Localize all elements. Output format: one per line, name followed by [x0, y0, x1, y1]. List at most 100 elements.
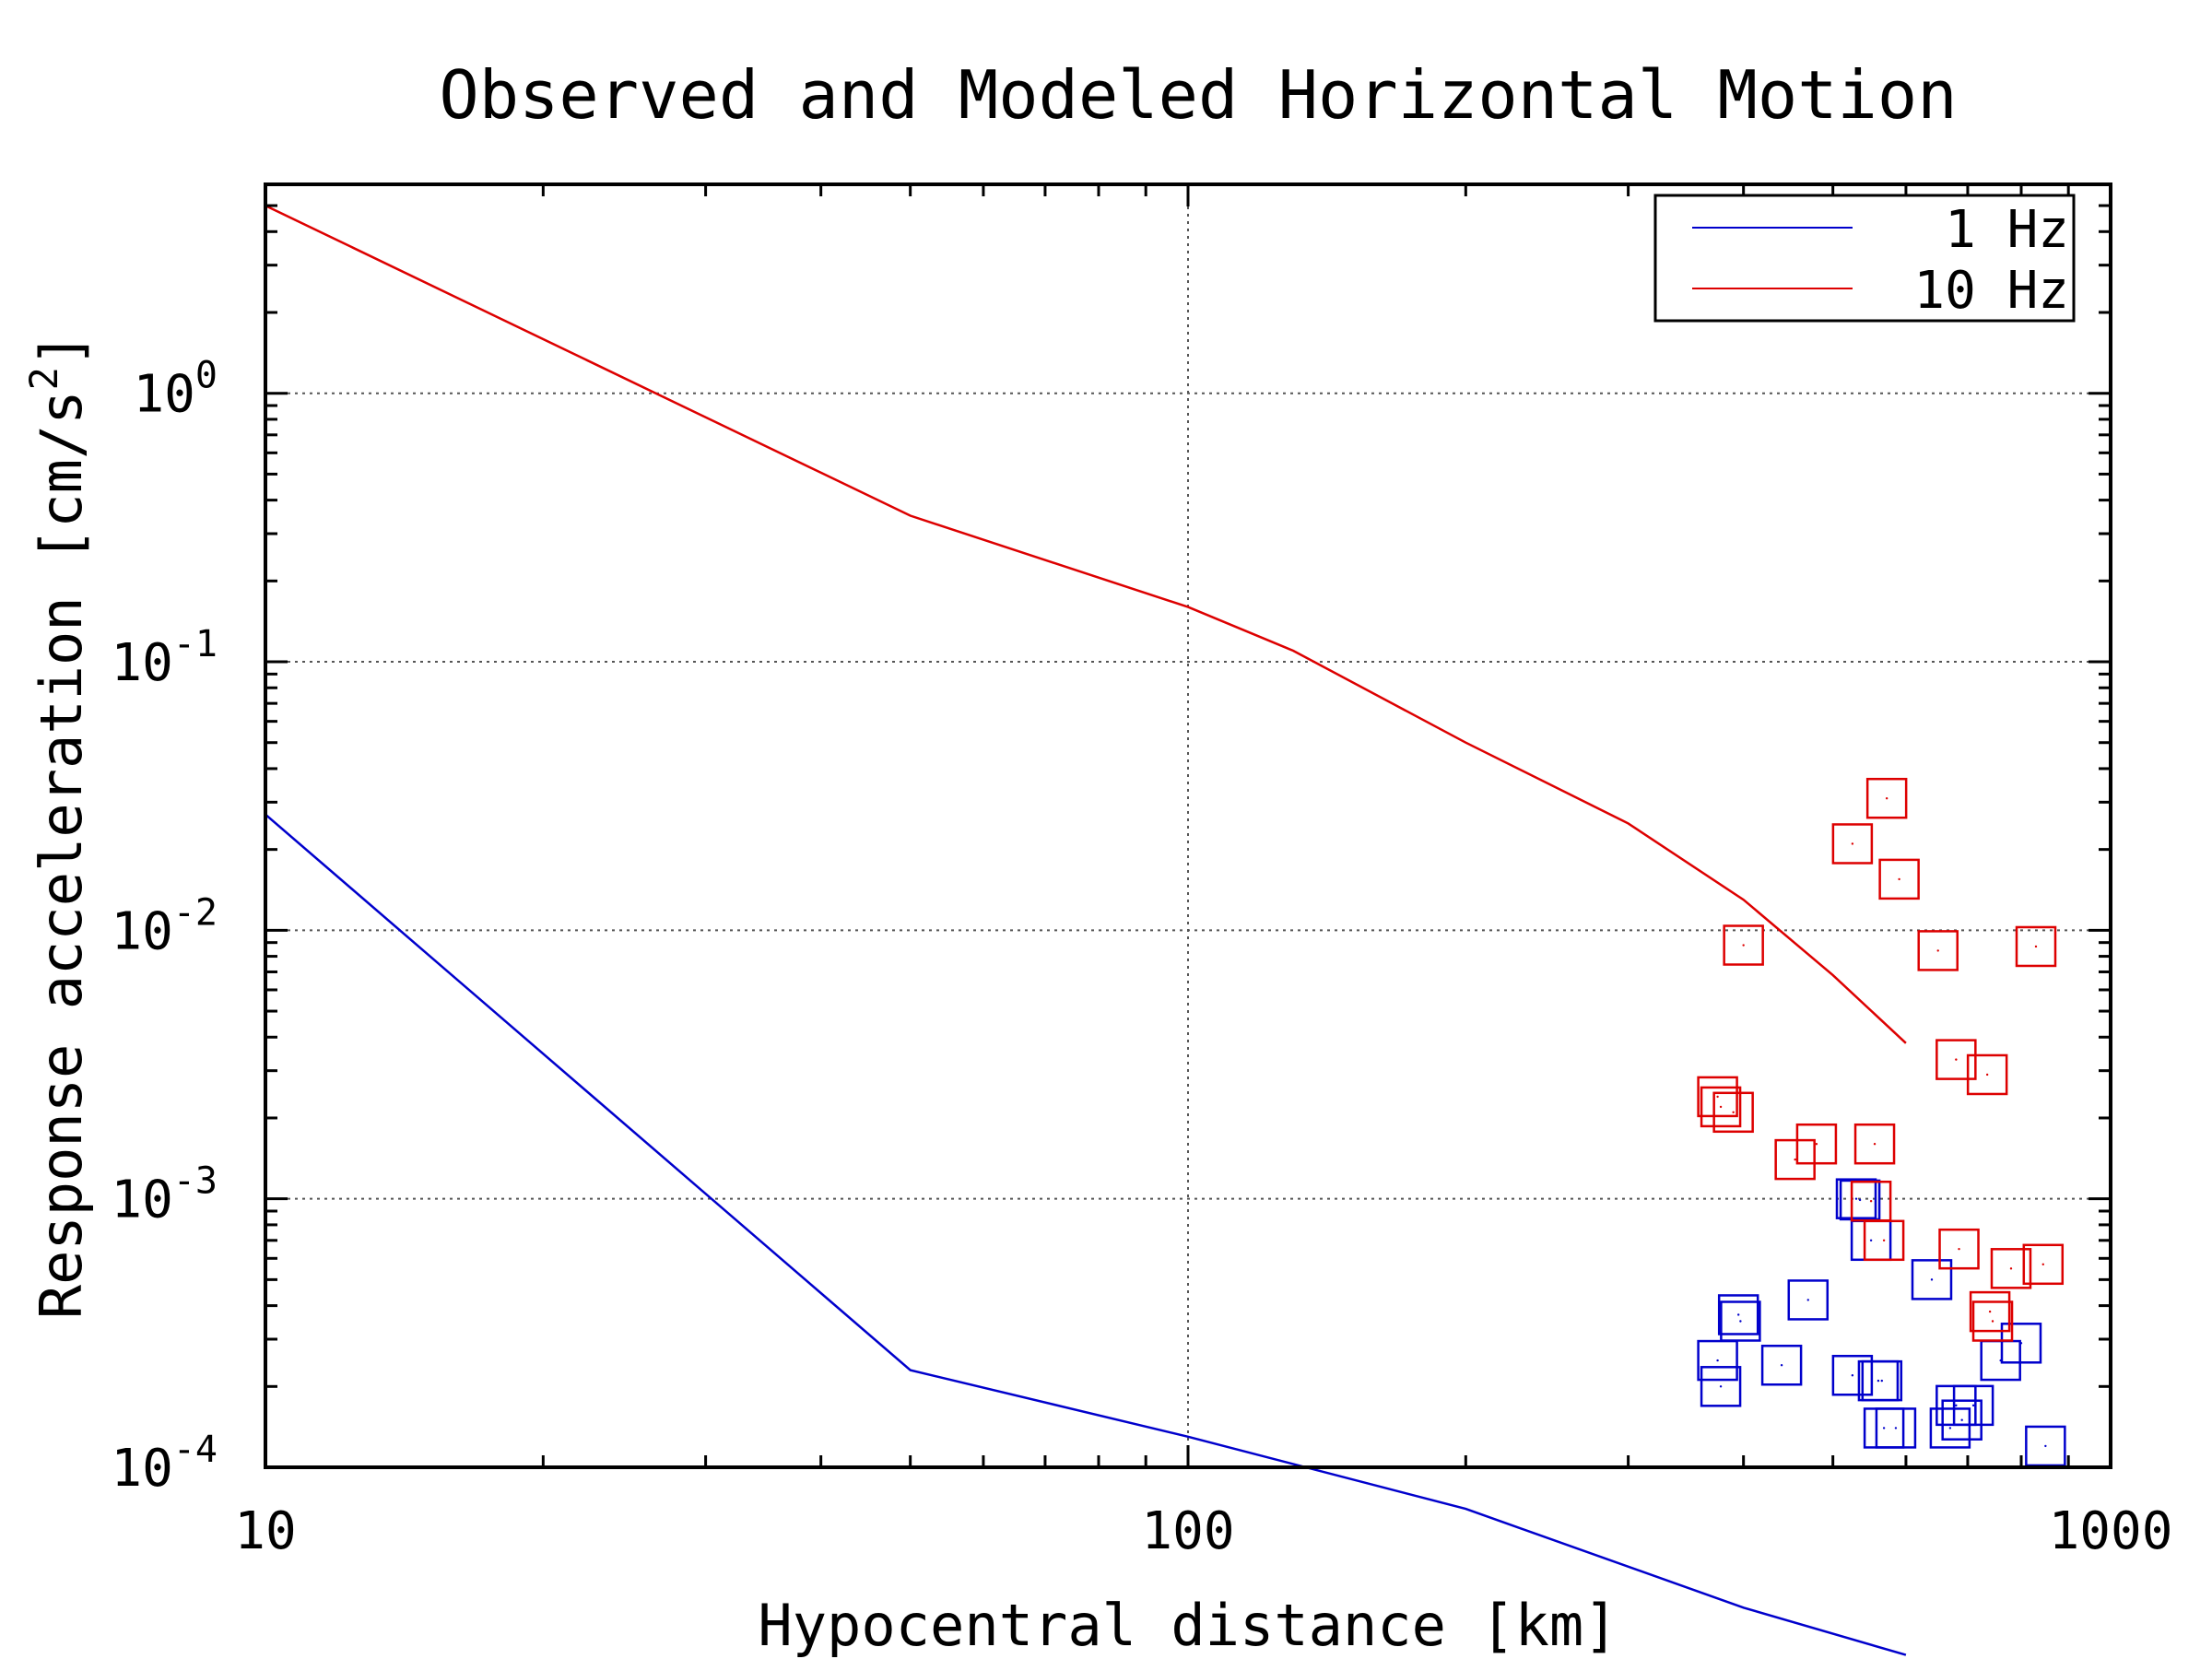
legend-box [1653, 194, 2076, 323]
data-point-center-10hz [2009, 1267, 2013, 1270]
data-point-10hz [1938, 1228, 1980, 1270]
data-point-10hz [1697, 1076, 1738, 1118]
data-point-center-1hz [1880, 1379, 1884, 1382]
data-point-10hz [1700, 1086, 1742, 1128]
legend-label-10hz: 10 Hz [1913, 261, 2069, 321]
y-tick-label: 10-2 [111, 891, 218, 961]
x-tick-label: 1000 [2049, 1501, 2173, 1561]
data-point-10hz [2022, 1243, 2065, 1286]
data-point-10hz [1917, 930, 1959, 971]
data-point-center-1hz [1877, 1379, 1880, 1382]
series-points [1697, 777, 2066, 1467]
data-point-center-10hz [1898, 877, 1900, 881]
data-point-center-1hz [1716, 1359, 1719, 1362]
data-point-center-10hz [1882, 1239, 1886, 1242]
x-tick-label: 10 [234, 1501, 296, 1561]
data-point-center-1hz [1955, 1404, 1958, 1407]
data-point-1hz [1720, 1300, 1761, 1342]
data-point-center-10hz [1955, 1058, 1958, 1061]
y-axis-label-close: ] [28, 333, 95, 367]
data-point-10hz [2015, 925, 2057, 968]
data-point-center-10hz [2041, 1263, 2044, 1265]
legend: 1 Hz 10 Hz [1653, 194, 2076, 323]
y-tick-label: 10-1 [111, 623, 218, 693]
data-point-10hz [1990, 1248, 2032, 1289]
data-point-1hz [1760, 1344, 1803, 1386]
data-point-10hz [1878, 858, 1920, 900]
data-point-1hz [1952, 1384, 1994, 1427]
y-tick-labels: 100 10-1 10-2 10-3 10-4 [111, 355, 218, 1499]
data-point-center-10hz [1988, 1310, 1992, 1313]
data-point-center-10hz [1885, 797, 1888, 800]
data-point-10hz [1853, 1123, 1896, 1165]
data-point-10hz [1795, 1123, 1838, 1165]
chart-title: Observed and Modeled Horizontal Motion [439, 56, 1957, 134]
data-point-10hz [1969, 1290, 2011, 1333]
data-point-center-1hz [1869, 1239, 1873, 1242]
legend-label-1hz: 1 Hz [1945, 200, 2069, 260]
data-point-1hz [1861, 1359, 1903, 1402]
data-point-center-1hz [2044, 1444, 2047, 1448]
data-point-center-1hz [1806, 1299, 1809, 1301]
data-point-10hz [1971, 1300, 2014, 1342]
data-point-1hz [2000, 1323, 2042, 1364]
data-point-1hz [1941, 1399, 1983, 1441]
data-point-center-10hz [1794, 1158, 1796, 1161]
data-point-center-1hz [1930, 1278, 1934, 1281]
data-point-center-10hz [1716, 1095, 1719, 1099]
data-point-center-1hz [1854, 1197, 1858, 1200]
data-point-1hz [1839, 1179, 1881, 1221]
data-point-10hz [1966, 1053, 2008, 1096]
x-axis-label: Hypocentral distance [km] [758, 1592, 1618, 1659]
y-tick-label: 10-4 [111, 1429, 218, 1499]
data-point-center-10hz [1869, 1200, 1873, 1203]
data-point-center-1hz [1719, 1385, 1723, 1388]
data-point-1hz [1835, 1178, 1877, 1219]
x-tick-labels: 10 100 1000 [234, 1501, 2172, 1561]
axis-ticks [264, 182, 2112, 1469]
data-point-1hz [1717, 1294, 1759, 1335]
data-point-center-1hz [1780, 1364, 1783, 1367]
data-point-center-1hz [1894, 1427, 1898, 1430]
data-point-center-10hz [1742, 944, 1745, 947]
data-point-1hz [1911, 1259, 1953, 1300]
y-axis-label-superscript: 2 [21, 367, 66, 390]
data-point-1hz [1831, 1354, 1874, 1396]
data-point-10hz [1831, 823, 1874, 865]
data-point-10hz [1863, 1219, 1905, 1262]
data-point-10hz [1936, 1039, 1977, 1080]
x-tick-label: 100 [1141, 1501, 1234, 1561]
data-point-center-10hz [1991, 1320, 1994, 1323]
y-axis-label-main: Response acceleration [cm/s [28, 390, 95, 1319]
data-point-center-1hz [1739, 1320, 1742, 1323]
data-point-center-10hz [1719, 1105, 1723, 1109]
data-point-center-10hz [1732, 1111, 1735, 1114]
data-point-center-10hz [1958, 1247, 1960, 1251]
data-point-1hz [1875, 1407, 1917, 1449]
data-point-1hz [1787, 1279, 1830, 1321]
data-point-center-1hz [2019, 1342, 2023, 1345]
data-point-10hz [1865, 777, 1908, 819]
data-point-center-10hz [1873, 1143, 1877, 1146]
data-point-center-10hz [2034, 945, 2038, 948]
series-lines [265, 204, 1907, 1656]
data-point-1hz [1700, 1366, 1742, 1407]
y-axis-label: Response acceleration [cm/s2] [21, 333, 95, 1319]
data-point-center-1hz [1736, 1313, 1740, 1316]
y-tick-label: 10-3 [111, 1160, 218, 1230]
data-point-1hz [2025, 1425, 2066, 1467]
data-point-center-10hz [1815, 1143, 1818, 1146]
data-point-center-1hz [1851, 1374, 1854, 1377]
data-point-center-10hz [1851, 842, 1854, 845]
data-point-1hz [1929, 1407, 1971, 1449]
data-point-center-1hz [1948, 1427, 1952, 1430]
data-point-10hz [1723, 924, 1764, 966]
data-point-center-1hz [1882, 1427, 1886, 1430]
data-point-center-10hz [1936, 949, 1939, 952]
data-point-1hz [1697, 1339, 1738, 1382]
series-line-1hz [265, 813, 1907, 1656]
data-point-10hz [1712, 1091, 1754, 1134]
data-point-center-1hz [1858, 1198, 1862, 1202]
data-point-center-1hz [1971, 1404, 1975, 1407]
